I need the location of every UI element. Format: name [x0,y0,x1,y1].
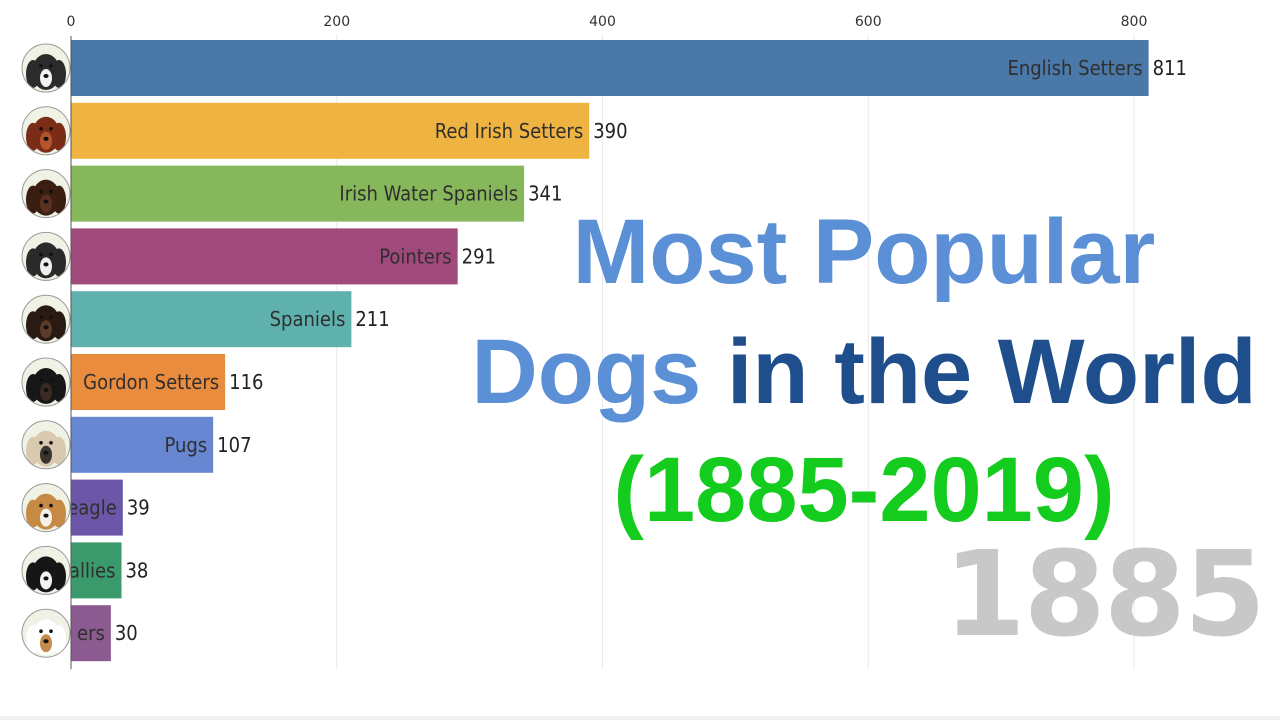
bar-gordon-setters [71,354,226,410]
value-label-irish-water-spaniels: 341 [528,182,562,206]
bottom-divider [0,716,1280,720]
breed-icons [21,43,71,658]
value-label-red-irish-setters: 390 [593,119,627,143]
x-tick-label-400: 400 [589,14,616,30]
bar-collies [71,542,122,599]
x-tick-label-200: 200 [323,14,350,30]
value-label-pointers: 291 [462,244,496,268]
bars [71,40,1149,662]
current-year-label: 1885 [943,525,1266,663]
value-label-beagle: 39 [127,496,150,520]
collie-icon [21,545,71,595]
bar-pointers [71,228,458,285]
x-tick-label-600: 600 [855,14,882,30]
x-axis-ticks: 0 200 400 600 800 [67,14,1148,30]
red-irish-setter-icon [21,106,71,156]
bar-label-red-irish-setters: Red Irish Setters [435,119,583,143]
bar-label-pugs: Pugs [164,433,207,457]
irish-water-spaniel-icon [21,169,71,219]
terrier-icon [21,608,71,658]
bar-pugs [71,416,214,473]
bar-beagle [71,479,123,536]
bar-label-pointers: Pointers [379,244,451,268]
gridlines [336,34,1135,670]
value-labels: 811 390 341 291 211 116 107 39 38 30 [115,56,1187,645]
bar-label-terriers: ers [77,621,105,645]
spaniel-icon [21,294,71,344]
english-setter-icon [21,43,71,93]
bar-labels: English Setters Red Irish Setters Irish Wa… [67,56,1143,645]
value-label-gordon-setters: 116 [229,370,263,394]
beagle-icon [21,483,71,533]
bar-terriers [71,605,111,662]
value-label-collies: 38 [125,558,148,582]
title-line-1: Most Popular [572,201,1156,303]
bar-english-setters [71,40,1149,96]
value-label-english-setters: 811 [1153,56,1187,80]
x-tick-label-800: 800 [1121,14,1148,30]
title-line-3-years: (1885-2019) [613,439,1115,541]
title-in-the-world: in the World [726,321,1257,423]
pug-icon [21,420,71,470]
value-label-spaniels: 211 [355,307,389,331]
bar-label-beagle: eagle [67,496,117,520]
bar-label-spaniels: Spaniels [270,307,346,331]
bar-label-irish-water-spaniels: Irish Water Spaniels [339,182,518,206]
value-label-terriers: 30 [115,621,138,645]
x-tick-label-0: 0 [67,14,76,30]
value-label-pugs: 107 [217,433,251,457]
bar-red-irish-setters [71,102,590,159]
bar-label-english-setters: English Setters [1007,56,1142,80]
pointer-icon [21,231,71,281]
bar-label-collies: allies [69,558,115,582]
chart-title: Most Popular Dogs in the World (1885-201… [448,206,1280,536]
title-line-2: Dogs in the World [448,326,1280,418]
bar-label-gordon-setters: Gordon Setters [83,370,219,394]
bar-spaniels [71,291,352,348]
gordon-setter-icon [21,357,71,407]
title-dogs: Dogs [471,321,702,423]
bar-irish-water-spaniels [71,165,525,222]
